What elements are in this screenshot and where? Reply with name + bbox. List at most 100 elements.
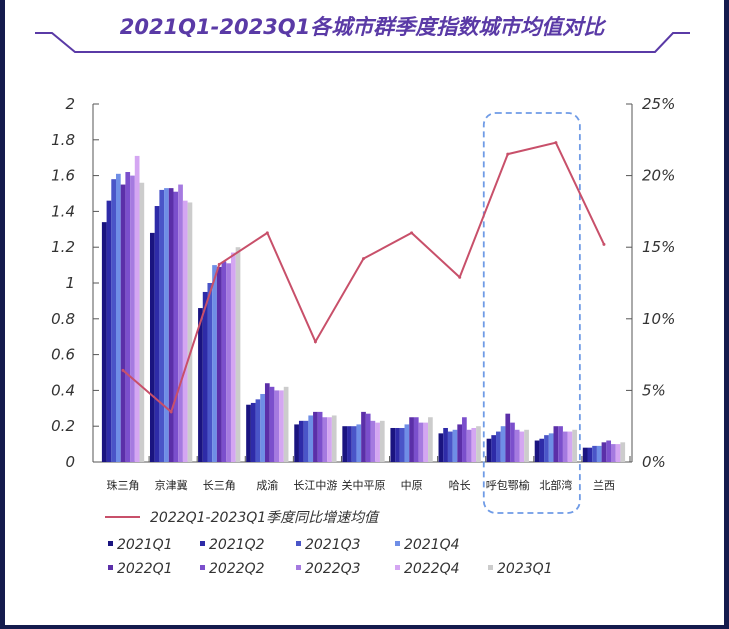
right-tick-label: 0%	[642, 453, 666, 471]
category-label: 哈长	[449, 479, 471, 492]
left-tick-label: 1.6	[51, 167, 75, 185]
left-tick-label: 1.8	[51, 131, 75, 149]
left-tick-label: 0.2	[51, 417, 75, 435]
bar-2021Q3-成渝	[255, 399, 261, 462]
bar-2022Q4-哈长	[471, 427, 477, 462]
bar-2022Q1-呼包鄂榆	[505, 413, 511, 462]
category-label: 珠三角	[107, 478, 140, 492]
bar-2022Q2-成渝	[269, 386, 275, 462]
bar-2023Q1-成渝	[283, 386, 289, 462]
bar-2022Q4-珠三角	[134, 155, 140, 462]
legend-line-label: 2022Q1-2023Q1季度同比增速均值	[150, 510, 380, 526]
left-tick-label: 0.6	[51, 346, 75, 364]
legend-label-2022Q3: 2022Q3	[305, 561, 361, 577]
bar-2022Q4-长三角	[230, 252, 236, 462]
bar-2022Q2-珠三角	[125, 172, 131, 462]
legend-swatch-2021Q3	[296, 541, 301, 546]
bar-2023Q1-长三角	[235, 247, 241, 462]
bar-2021Q3-北部湾	[544, 435, 549, 462]
bar-2021Q1-京津冀	[149, 232, 155, 462]
legend-label-2022Q1: 2022Q1	[117, 561, 173, 577]
bar-2022Q1-关中平原	[361, 411, 366, 462]
legend-swatch-2023Q1	[488, 565, 493, 570]
bar-2022Q3-长江中游	[322, 417, 328, 462]
bar-2023Q1-兰西	[620, 442, 626, 462]
category-label: 兰西	[593, 479, 615, 492]
legend-label-2021Q2: 2021Q2	[209, 537, 265, 553]
bar-2023Q1-长江中游	[331, 415, 337, 462]
bar-2021Q1-珠三角	[101, 222, 107, 462]
legend-swatch-2021Q2	[200, 541, 205, 546]
bar-2021Q4-兰西	[596, 445, 602, 462]
legend-label-2021Q3: 2021Q3	[305, 537, 361, 553]
bar-2022Q1-长三角	[216, 266, 222, 462]
bar-2021Q2-长江中游	[298, 420, 304, 462]
bar-2021Q3-京津冀	[159, 189, 165, 463]
left-tick-label: 0.8	[51, 310, 75, 328]
bar-2022Q4-京津冀	[182, 200, 188, 462]
growth-point-关中平原	[362, 257, 365, 261]
bar-2022Q2-哈长	[462, 417, 467, 462]
bar-2023Q1-关中平原	[379, 420, 385, 462]
bar-2021Q2-哈长	[443, 427, 448, 462]
growth-point-珠三角	[121, 368, 125, 372]
bar-2021Q2-呼包鄂榆	[491, 435, 497, 462]
growth-point-成渝	[265, 231, 269, 235]
bar-2022Q1-京津冀	[168, 188, 174, 462]
bar-2021Q4-关中平原	[356, 424, 362, 462]
bar-2021Q4-京津冀	[164, 188, 169, 462]
bar-2022Q2-长三角	[221, 261, 227, 462]
bar-2021Q1-长三角	[198, 308, 203, 462]
bar-2022Q2-中原	[413, 417, 419, 462]
legend-label-2023Q1: 2023Q1	[497, 561, 553, 577]
left-tick-label: 0	[65, 453, 75, 471]
bar-2021Q3-长三角	[207, 283, 213, 462]
bar-2021Q2-北部湾	[539, 438, 545, 462]
bar-2021Q1-呼包鄂榆	[486, 438, 492, 462]
bar-2023Q1-中原	[428, 417, 433, 462]
bar-2022Q1-长江中游	[313, 411, 318, 462]
bar-2022Q2-京津冀	[173, 191, 179, 462]
bar-2022Q4-中原	[423, 422, 429, 462]
bar-2021Q4-长江中游	[308, 415, 314, 462]
bar-2022Q3-关中平原	[370, 420, 376, 462]
category-label: 北部湾	[539, 478, 572, 492]
growth-point-长三角	[217, 262, 221, 266]
growth-point-兰西	[602, 242, 606, 246]
bar-2021Q2-中原	[395, 427, 400, 462]
growth-line	[122, 141, 605, 414]
left-tick-label: 0.4	[51, 381, 75, 399]
bar-2021Q1-关中平原	[342, 426, 348, 462]
bar-2022Q2-关中平原	[365, 413, 371, 462]
legend-swatch-2022Q4	[395, 565, 400, 570]
title-decoration	[35, 32, 690, 53]
category-label: 呼包鄂榆	[486, 478, 530, 492]
bar-2021Q2-长三角	[202, 291, 208, 462]
bar-2022Q1-兰西	[601, 442, 607, 462]
left-tick-label: 1.2	[51, 238, 75, 256]
bar-2021Q3-哈长	[447, 431, 453, 462]
bar-2022Q3-哈长	[466, 429, 472, 462]
bar-2021Q1-中原	[390, 427, 396, 462]
bar-2022Q4-呼包鄂榆	[519, 431, 525, 462]
bar-2021Q4-长三角	[212, 265, 217, 462]
chart-title: 2021Q1-2023Q1各城市群季度指数城市均值对比	[120, 15, 608, 39]
bar-2022Q1-中原	[409, 417, 414, 462]
bar-2022Q3-北部湾	[562, 431, 568, 462]
bar-2023Q1-北部湾	[572, 429, 578, 462]
bar-2021Q1-兰西	[582, 447, 588, 462]
category-label: 成渝	[256, 478, 278, 492]
legend-swatch-2021Q4	[395, 541, 400, 546]
legend-swatch-2022Q2	[200, 565, 205, 570]
bar-2021Q2-关中平原	[347, 426, 352, 462]
bar-2022Q4-兰西	[615, 444, 621, 462]
legend-swatch-2022Q1	[108, 565, 113, 570]
bar-2023Q1-京津冀	[187, 202, 193, 462]
growth-point-京津冀	[169, 410, 173, 414]
growth-point-呼包鄂榆	[506, 152, 510, 156]
bar-2022Q3-成渝	[274, 390, 280, 462]
bar-2021Q4-珠三角	[115, 173, 121, 462]
bar-2022Q2-长江中游	[317, 411, 323, 462]
bar-2021Q3-珠三角	[111, 179, 116, 462]
